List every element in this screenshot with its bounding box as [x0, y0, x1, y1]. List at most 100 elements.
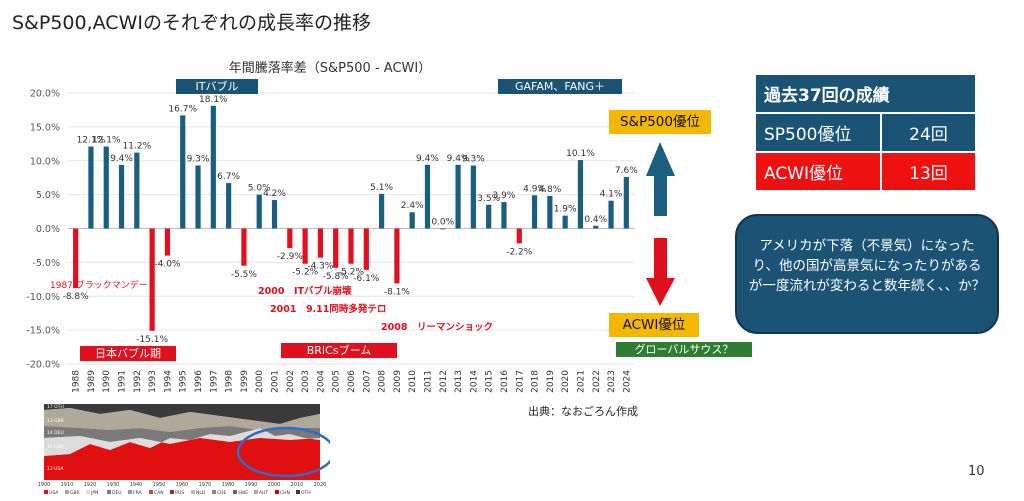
y-tick-label: -5.0%: [32, 258, 60, 269]
x-tick-label: 2015: [485, 370, 495, 393]
bar-2020: [562, 215, 568, 229]
bar-2000: [256, 194, 262, 229]
x-tick-label: 2020: [561, 370, 571, 393]
bar-2017: [516, 228, 522, 244]
x-tick-label: 2005: [332, 370, 342, 393]
bar-2022: [593, 225, 599, 229]
bar-1998: [226, 183, 232, 229]
page-number: 10: [968, 464, 985, 479]
data-label: 4.8%: [538, 185, 561, 195]
bar-1991: [118, 164, 125, 229]
x-tick-label: 2000: [255, 370, 265, 393]
x-tick-label: 1994: [163, 370, 173, 393]
inset-legend-swatch: [149, 490, 153, 494]
data-label: 5.1%: [370, 183, 393, 193]
inset-highlight-circle: [236, 426, 330, 478]
x-tick-label: 2013: [454, 370, 464, 393]
bar-2007: [363, 228, 369, 270]
inset-legend-swatch: [296, 490, 300, 494]
inset-x-tick: 1930: [107, 482, 120, 488]
x-tick-label: 2024: [622, 370, 632, 393]
bar-1996: [195, 165, 201, 229]
inset-legend-swatch: [275, 490, 279, 494]
inset-legend-label: USA: [49, 490, 59, 496]
data-label: -5.5%: [231, 270, 258, 280]
x-tick-label: 1999: [240, 370, 250, 393]
bar-2001: [271, 200, 278, 229]
inset-legend-label: FRA: [133, 490, 143, 496]
inset-x-tick: 1920: [84, 482, 97, 488]
y-tick-label: 0.0%: [36, 224, 60, 235]
data-label: 5.0%: [248, 184, 271, 194]
callout-text: アメリカが下落（不景気）になったり、他の国が高景気になったりがあるが一度流れが変…: [748, 238, 986, 294]
x-tick-label: 2014: [469, 370, 479, 393]
x-tick-label: 2018: [531, 370, 541, 393]
data-label: -15.1%: [136, 335, 168, 345]
callout-box: アメリカが下落（不景気）になったり、他の国が高景気になったりがあるが一度流れが変…: [735, 214, 999, 334]
inset-x-tick: 1940: [130, 482, 143, 488]
bar-2011: [424, 164, 431, 229]
acwi-row-value: 13回: [880, 151, 977, 192]
chart-title: 年間騰落率差（S&P500 - ACWI）: [229, 60, 431, 76]
inset-legend-swatch: [107, 490, 111, 494]
event-annotation: 1987 ブラックマンデー: [50, 279, 148, 291]
inset-legend-swatch: [191, 490, 195, 494]
bar-2013: [455, 164, 461, 229]
inset-legend-swatch: [212, 490, 216, 494]
x-tick-label: 1998: [225, 370, 235, 393]
inset-legend-label: CAN: [154, 490, 164, 496]
bar-1992: [134, 152, 140, 229]
data-label: -6.1%: [353, 274, 380, 284]
x-tick-label: 2019: [546, 370, 556, 393]
bar-1990: [103, 146, 109, 229]
acwi-row-label: ACWI優位: [754, 151, 882, 192]
inset-legend: USA GBR JPN DEU FRA CAN RUS NLD CHE SWE AUT CHN OTH: [44, 490, 311, 496]
banner-japan-bubble: 日本バブル期: [80, 346, 176, 361]
x-tick-label: 1992: [133, 370, 143, 393]
x-tick-label: 2001: [271, 370, 281, 393]
data-label: -5.2%: [292, 268, 319, 278]
bar-2023: [608, 200, 614, 229]
data-label: 9.3%: [462, 154, 485, 164]
bar-2004: [317, 228, 324, 258]
bar-2015: [486, 204, 492, 229]
slide-title: S&P500,ACWIのそれぞれの成長率の推移: [12, 12, 371, 34]
inset-x-tick: 2020: [314, 482, 327, 488]
inset-x-tick: 1900: [38, 482, 51, 488]
banner-it-bubble: ITバブル: [176, 79, 258, 94]
data-label: 1.9%: [554, 205, 577, 215]
data-label: 4.1%: [600, 190, 623, 200]
inset-left-labels: 17 OTH 13 GBR 14 DEU 15 GBR 13 USA: [47, 404, 64, 472]
y-tick-label: -15.0%: [26, 326, 60, 337]
data-label: -2.2%: [506, 247, 533, 257]
data-label: 18.1%: [199, 95, 228, 105]
x-tick-label: 1995: [179, 370, 189, 393]
bars: -8.8% 12.1%12.1% 9.4% 11.2% -15.1% -4.0% 16.7%…: [63, 95, 639, 345]
data-label: 0.0%: [431, 218, 454, 228]
inset-legend-label: CHE: [217, 490, 227, 496]
inset-x-tick: 1970: [199, 482, 212, 488]
banner-brics: BRICsブーム: [281, 343, 397, 358]
x-tick-label: 2004: [316, 370, 326, 393]
bar-2010: [409, 212, 415, 229]
bar-2008: [378, 193, 385, 229]
data-label: 9.4%: [416, 154, 439, 164]
data-label: -2.9%: [277, 252, 304, 262]
x-tick-label: 2012: [439, 370, 449, 393]
x-tick-label: 1991: [118, 370, 128, 393]
inset-x-ticks: 1900 1910 1920 1930 1940 1950 1960 1970 1980 1990…: [38, 482, 327, 488]
source-note: 出典：なおごろん作成: [528, 405, 638, 418]
y-tick-label: 5.0%: [36, 190, 60, 201]
inset-legend-swatch: [170, 490, 174, 494]
x-tick-label: 1988: [72, 370, 82, 393]
data-label: 7.6%: [615, 166, 638, 176]
inset-legend-label: AUT: [259, 490, 268, 496]
bar-1988: [73, 228, 79, 289]
bar-2021: [577, 160, 584, 229]
inset-legend-label: GBR: [70, 490, 80, 496]
inset-left-label: 13 USA: [47, 466, 64, 472]
inset-legend-swatch: [44, 490, 48, 494]
annotations: 1987 ブラックマンデー 2000 ITバブル崩壊 2001 9.11同時多発テロ…: [50, 279, 493, 333]
y-tick-label: 15.0%: [30, 122, 60, 133]
